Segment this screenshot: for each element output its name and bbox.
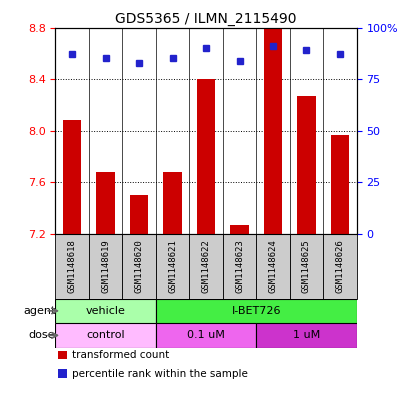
Bar	[96, 172, 115, 234]
Bar	[322, 234, 356, 299]
Text: transformed count: transformed count	[72, 350, 169, 360]
Bar	[230, 225, 248, 234]
Text: 0.1 uM: 0.1 uM	[187, 331, 225, 340]
Text: 1 uM: 1 uM	[292, 331, 319, 340]
Text: agent: agent	[23, 306, 55, 316]
Text: GSM1148622: GSM1148622	[201, 239, 210, 293]
Title: GDS5365 / ILMN_2115490: GDS5365 / ILMN_2115490	[115, 13, 296, 26]
Bar	[55, 323, 155, 348]
Bar	[155, 299, 356, 323]
Bar	[256, 323, 356, 348]
Bar	[330, 135, 348, 234]
Bar	[196, 79, 215, 234]
Text: GSM1148618: GSM1148618	[67, 239, 76, 293]
Text: GSM1148626: GSM1148626	[335, 239, 344, 293]
Bar	[189, 234, 222, 299]
Bar	[58, 369, 67, 378]
Text: GSM1148624: GSM1148624	[268, 239, 277, 293]
Bar	[55, 299, 155, 323]
Bar	[289, 234, 322, 299]
Bar	[155, 323, 256, 348]
Bar	[155, 234, 189, 299]
Bar	[297, 96, 315, 234]
Bar	[63, 120, 81, 234]
Bar	[89, 234, 122, 299]
Text: GSM1148625: GSM1148625	[301, 239, 310, 293]
Bar	[163, 172, 181, 234]
Text: GSM1148620: GSM1148620	[134, 239, 143, 293]
Text: control: control	[86, 331, 125, 340]
Bar	[222, 234, 256, 299]
Text: GSM1148621: GSM1148621	[168, 239, 177, 293]
Text: vehicle: vehicle	[85, 306, 125, 316]
Bar	[256, 234, 289, 299]
Text: I-BET726: I-BET726	[231, 306, 280, 316]
Bar	[55, 234, 89, 299]
Text: GSM1148623: GSM1148623	[234, 239, 243, 293]
Bar	[122, 234, 155, 299]
Text: percentile rank within the sample: percentile rank within the sample	[72, 369, 247, 379]
Bar	[130, 195, 148, 234]
Text: dose: dose	[29, 331, 55, 340]
Bar	[58, 351, 67, 359]
Bar	[263, 28, 281, 234]
Text: GSM1148619: GSM1148619	[101, 239, 110, 293]
